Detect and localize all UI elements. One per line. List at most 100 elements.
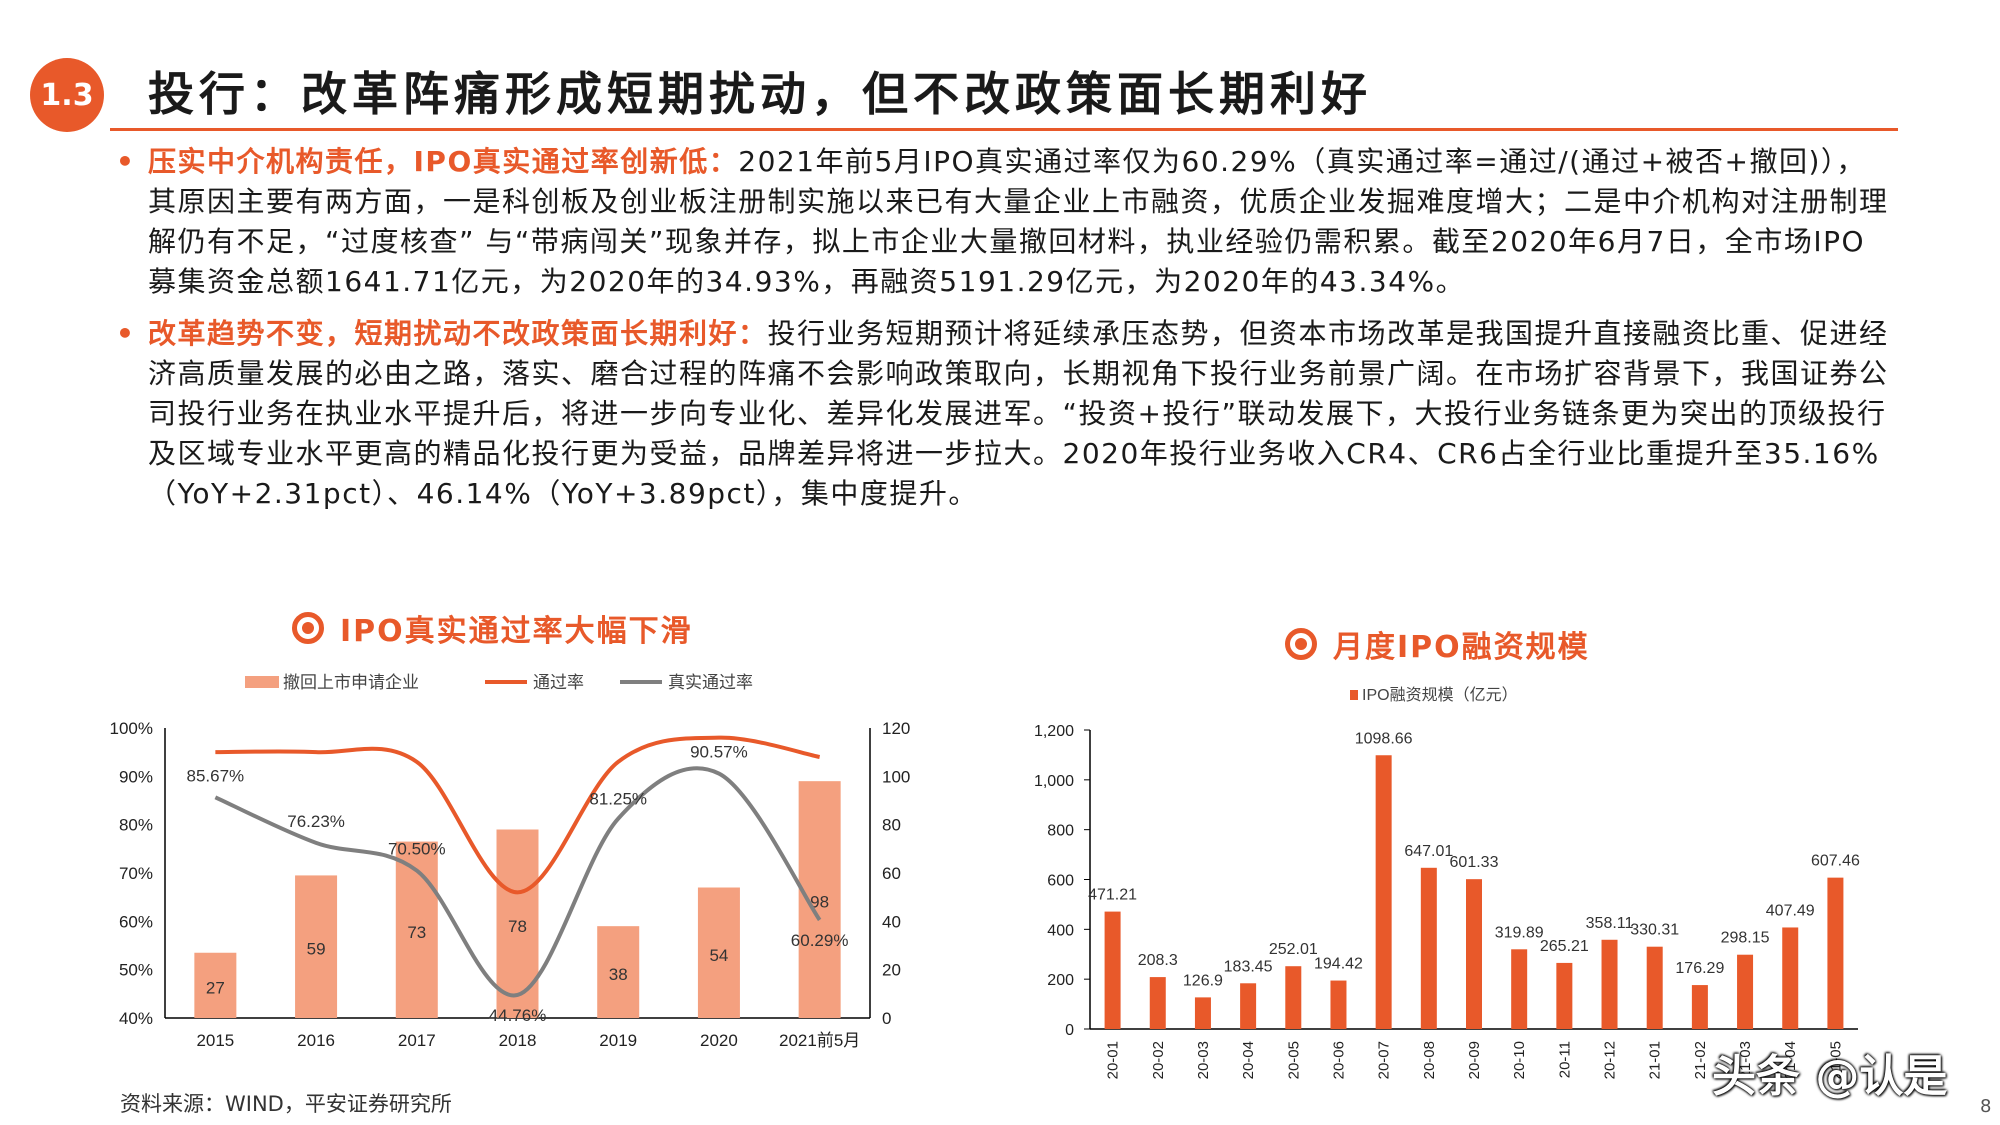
y-tick-label-right: 80: [882, 816, 901, 835]
bar-value-label: 78: [508, 917, 527, 936]
y-tick-label-right: 120: [882, 719, 910, 738]
bar-value-label: 358.11: [1586, 915, 1634, 932]
y-tick-label-left: 90%: [119, 767, 153, 786]
legend-label: 撤回上市申请企业: [283, 673, 419, 692]
right-chart-title: 月度IPO融资规模: [1333, 630, 1590, 665]
bar: [1240, 983, 1257, 1029]
right-chart-heading: 月度IPO融资规模: [1285, 622, 1590, 666]
bar: [597, 926, 640, 1018]
x-tick-label: 20-11: [1556, 1041, 1573, 1078]
left-chart-heading: IPO真实通过率大幅下滑: [292, 606, 693, 650]
bar-value-label: 59: [307, 940, 326, 959]
bar-value-label: 194.42: [1314, 956, 1363, 973]
bar: [1420, 867, 1437, 1029]
y-tick-label: 200: [1047, 972, 1074, 989]
bar-value-label: 647.01: [1404, 843, 1453, 860]
y-tick-label-right: 20: [882, 961, 901, 980]
bar-value-label: 407.49: [1766, 902, 1815, 919]
bullet-lead: 压实中介机构责任，IPO真实通过率创新低：: [148, 145, 739, 178]
real-pass-rate-line: [214, 766, 822, 998]
bar: [1556, 962, 1573, 1029]
source-note: 资料来源：WIND，平安证券研究所: [120, 1092, 452, 1116]
bar-value-label: 471.21: [1088, 887, 1137, 904]
y-tick-label: 800: [1047, 823, 1074, 840]
bullet-dot: •: [116, 145, 136, 178]
x-tick-label: 2020: [700, 1031, 738, 1050]
watermark: 头条 @认是: [1712, 1051, 1948, 1102]
slide-title: 投行：改革阵痛形成短期扰动，但不改政策面长期利好: [148, 67, 1372, 121]
bar: [295, 875, 338, 1018]
bar-value-label: 319.89: [1495, 924, 1544, 941]
x-tick-label: 2018: [499, 1031, 537, 1050]
y-tick-label-right: 60: [882, 864, 901, 883]
real-pass-rate-label: 85.67%: [187, 766, 245, 785]
bullet-paragraph-1: • 压实中介机构责任，IPO真实通过率创新低：2021年前5月IPO真实通过率仅为…: [112, 142, 1892, 302]
legend-label: 通过率: [533, 673, 584, 692]
legend-label: 真实通过率: [668, 673, 753, 692]
bar: [1691, 985, 1708, 1029]
section-badge: 1.3: [30, 58, 104, 132]
x-tick-label: 20-10: [1511, 1041, 1528, 1079]
x-tick-label: 20-06: [1330, 1041, 1347, 1079]
y-tick-label-right: 40: [882, 912, 901, 931]
bar: [1194, 997, 1211, 1029]
x-tick-label: 20-07: [1376, 1041, 1393, 1079]
x-tick-label: 21-05: [1827, 1041, 1844, 1079]
x-tick-label: 20-08: [1421, 1041, 1438, 1079]
x-tick-label: 21-04: [1782, 1041, 1799, 1079]
bar: [1646, 946, 1663, 1029]
y-tick-label: 400: [1047, 922, 1074, 939]
x-tick-label: 20-02: [1150, 1041, 1167, 1079]
bar: [1827, 877, 1844, 1029]
x-tick-label: 2015: [196, 1031, 234, 1050]
bullet-text: 2021年前5月IPO真实通过率仅为60.29%（真实通过率=通过/(通过+被否…: [148, 145, 1889, 298]
bar-value-label: 38: [609, 965, 628, 984]
page-number: 8: [1980, 1096, 1992, 1117]
legend-swatch: [245, 676, 279, 688]
x-tick-label: 20-03: [1195, 1041, 1212, 1079]
y-tick-label-left: 80%: [119, 816, 153, 835]
bar-value-label: 54: [709, 946, 728, 965]
bar-value-label: 27: [206, 978, 225, 997]
real-pass-rate-label: 76.23%: [287, 812, 345, 831]
x-tick-label: 21-02: [1692, 1041, 1709, 1079]
bar: [1375, 755, 1392, 1029]
y-tick-label-right: 100: [882, 767, 910, 786]
legend-swatch: [1350, 690, 1358, 700]
bar: [194, 952, 237, 1018]
bar-value-label: 265.21: [1540, 938, 1589, 955]
bar-value-label: 73: [407, 923, 426, 942]
bar: [1782, 927, 1799, 1029]
bar: [1466, 879, 1482, 1029]
bar: [1330, 980, 1347, 1029]
real-pass-rate-label: 90.57%: [690, 743, 748, 762]
left-chart-title: IPO真实通过率大幅下滑: [340, 614, 693, 649]
y-tick-label-right: 0: [882, 1009, 891, 1028]
y-tick-label: 600: [1047, 873, 1074, 890]
bar: [697, 887, 740, 1018]
title-underline: [110, 128, 1898, 131]
bar-value-label: 98: [810, 893, 829, 912]
x-tick-label: 20-04: [1240, 1041, 1257, 1079]
x-tick-label: 20-09: [1466, 1041, 1483, 1079]
pass-rate-line: [215, 735, 821, 895]
y-tick-label: 1,000: [1034, 773, 1074, 790]
bar-value-label: 183.45: [1224, 958, 1273, 975]
bar-value-label: 330.31: [1630, 922, 1679, 939]
legend-label: IPO融资规模（亿元）: [1362, 686, 1518, 704]
x-tick-label: 2019: [599, 1031, 637, 1050]
bullet-lead: 改革趋势不变，短期扰动不改政策面长期利好：: [148, 317, 768, 350]
monthly-ipo-financing-chart: IPO融资规模（亿元） 0 200 400 600 800 1,000 1,200 471.21…: [1034, 686, 1860, 1079]
ipo-pass-rate-chart: 撤回上市申请企业 通过率 真实通过率 40% 50% 60% 70% 80% 90% 100% 0 2…: [110, 673, 911, 1050]
bar: [1511, 949, 1528, 1029]
y-tick-label-left: 60%: [119, 912, 153, 931]
bar: [1149, 977, 1166, 1029]
bar: [1601, 939, 1618, 1029]
real-pass-rate-label: 81.25%: [589, 790, 647, 809]
bullet-text: 投行业务短期预计将延续承压态势，但资本市场改革是我国提升直接融资比重、促进经济高…: [148, 317, 1889, 510]
target-icon: [1285, 628, 1317, 660]
bar-value-label: 1098.66: [1355, 730, 1413, 747]
bar: [1104, 911, 1121, 1029]
bar-value-label: 126.9: [1183, 972, 1223, 989]
x-tick-label: 2016: [297, 1031, 335, 1050]
